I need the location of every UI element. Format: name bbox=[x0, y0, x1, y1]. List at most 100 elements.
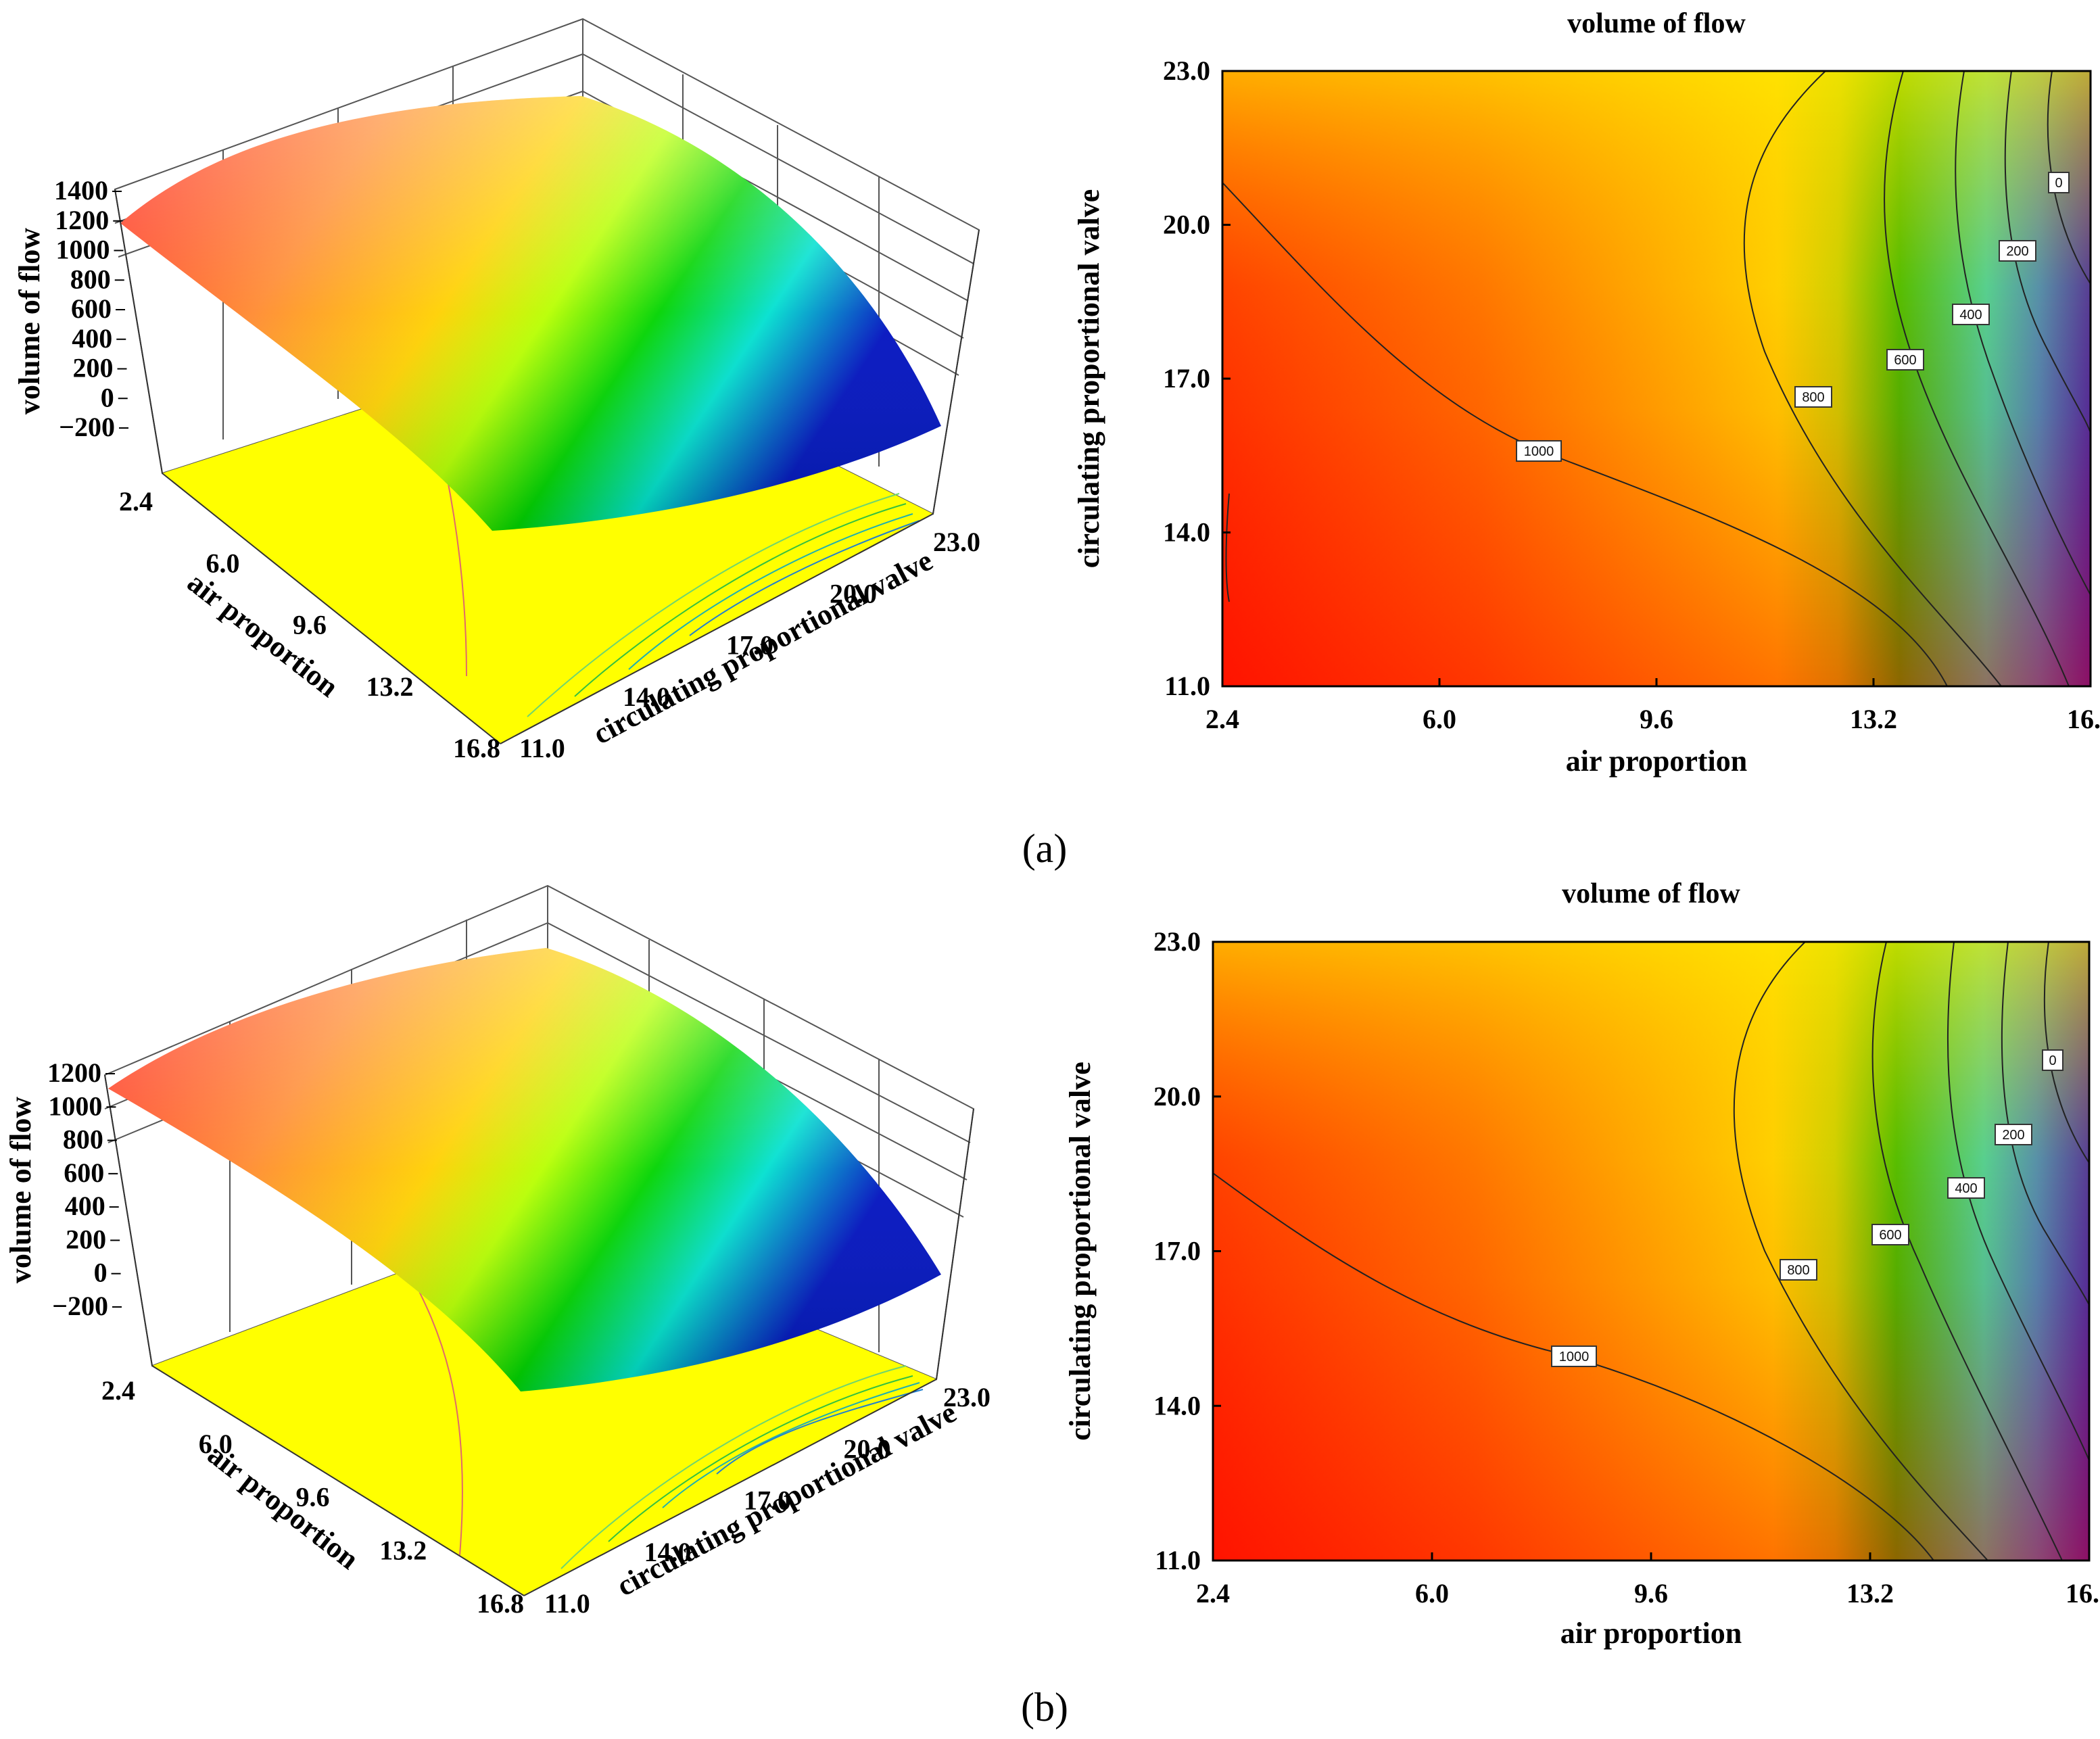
panel-label-b: (b) bbox=[1021, 1685, 1068, 1730]
b-contour-contour-label-box-200 bbox=[1995, 1124, 2032, 1145]
b-surface-xtick-label-1: 6.0 bbox=[199, 1429, 233, 1459]
a-contour-ytick-label-0: 11.0 bbox=[1164, 671, 1210, 701]
a-contour-contour-label-box-800 bbox=[1794, 386, 1832, 408]
a-surface-ytick-label-4: 23.0 bbox=[933, 527, 980, 557]
a-surface-ztick-label-8: −200 bbox=[59, 412, 115, 442]
a-surface-ytick-label-3: 20.0 bbox=[830, 578, 877, 609]
contour-b-field bbox=[1213, 942, 2089, 1561]
contour-a-field bbox=[1222, 71, 2091, 686]
contour-b-line-600 bbox=[1871, 942, 2063, 1561]
b-surface-ztick-label-1: 1000 bbox=[48, 1091, 102, 1121]
contour-b-line-200 bbox=[2001, 942, 2089, 1306]
b-contour-contour-label-600: 600 bbox=[1879, 1228, 1901, 1243]
b-contour-contour-label-box-400 bbox=[1947, 1177, 1985, 1199]
b-contour-ytick-label-4: 23.0 bbox=[1153, 926, 1201, 957]
b-contour-contour-label-1000: 1000 bbox=[1559, 1350, 1590, 1364]
b-contour-contour-label-box-800 bbox=[1780, 1259, 1817, 1281]
b-contour-ytick-label-3: 20.0 bbox=[1153, 1081, 1201, 1112]
b-surface-ytick-label-1: 14.0 bbox=[644, 1537, 692, 1567]
a-contour-xtick-label-1: 6.0 bbox=[1423, 704, 1456, 734]
a-surface-ztick-label-2: 1000 bbox=[56, 235, 110, 265]
b-surface-ytick-label-2: 17.0 bbox=[744, 1485, 791, 1516]
contour-a-line-800 bbox=[1743, 71, 2002, 686]
b-contour-xlabel: air proportion bbox=[1560, 1617, 1742, 1650]
a-contour-contour-label-box-200 bbox=[1999, 240, 2036, 262]
b-contour-contour-label-box-0 bbox=[2042, 1049, 2063, 1071]
b-contour-title: volume of flow bbox=[1562, 878, 1740, 909]
b-surface-ytick-label-3: 20.0 bbox=[844, 1433, 891, 1464]
a-surface-ztick-label-5: 400 bbox=[72, 323, 112, 354]
a-surface-ytick-label-2: 17.0 bbox=[726, 630, 773, 661]
a-contour-title: volume of flow bbox=[1567, 8, 1746, 39]
a-surface-zlabel: volume of flow bbox=[13, 228, 46, 414]
contour-a-line-400 bbox=[1955, 71, 2091, 596]
b-surface-ztick-label-3: 600 bbox=[64, 1158, 104, 1188]
b-contour-xtick-label-3: 13.2 bbox=[1846, 1578, 1894, 1609]
b-surface-ztick-label-6: 0 bbox=[94, 1258, 108, 1288]
a-contour-contour-label-1000: 1000 bbox=[1524, 444, 1554, 459]
a-surface-xtick-label-2: 9.6 bbox=[293, 610, 327, 640]
b-surface-xtick-label-0: 2.4 bbox=[101, 1375, 135, 1406]
b-surface-xtick-label-2: 9.6 bbox=[296, 1482, 330, 1512]
a-surface-ztick-label-0: 1400 bbox=[54, 175, 108, 206]
a-surface-ztick-label-1: 1200 bbox=[55, 205, 109, 235]
b-contour-ytick-label-1: 14.0 bbox=[1153, 1390, 1201, 1421]
b-contour-xtick-label-1: 6.0 bbox=[1415, 1578, 1449, 1609]
contour-a-line-left bbox=[1225, 493, 1230, 602]
b-surface-zlabel: volume of flow bbox=[4, 1097, 37, 1283]
b-surface-xtick-label-4: 16.8 bbox=[477, 1588, 524, 1619]
a-contour-contour-label-box-400 bbox=[1952, 304, 1990, 325]
surface-a-front-edges bbox=[114, 189, 980, 744]
a-surface-ztick-label-3: 800 bbox=[70, 264, 111, 294]
a-contour-ylabel: circulating proportional valve bbox=[1072, 189, 1105, 569]
b-surface-ztick-label-4: 400 bbox=[65, 1191, 105, 1221]
surface-b-shading bbox=[108, 948, 941, 1391]
a-surface-ztick-label-4: 600 bbox=[71, 293, 112, 324]
b-contour-contour-label-400: 400 bbox=[1955, 1181, 1977, 1196]
a-surface-ytick-label-0: 11.0 bbox=[519, 733, 565, 763]
b-surface-ztick-label-2: 800 bbox=[63, 1124, 103, 1155]
a-contour-contour-label-800: 800 bbox=[1802, 390, 1824, 405]
a-contour-contour-label-box-0 bbox=[2048, 172, 2070, 193]
a-contour-ytick-label-2: 17.0 bbox=[1163, 363, 1210, 394]
a-contour-contour-label-400: 400 bbox=[1959, 308, 1982, 323]
b-surface-xtick-label-3: 13.2 bbox=[379, 1535, 427, 1565]
b-contour-xtick-label-2: 9.6 bbox=[1634, 1578, 1668, 1609]
b-surface-ytick-label-0: 11.0 bbox=[544, 1588, 590, 1619]
b-contour-ylabel: circulating proportional valve bbox=[1064, 1062, 1097, 1441]
b-contour-ytick-label-0: 11.0 bbox=[1155, 1545, 1201, 1575]
b-contour-xtick-label-0: 2.4 bbox=[1196, 1578, 1230, 1609]
b-surface-ztick-label-5: 200 bbox=[66, 1224, 106, 1254]
a-surface-ztick-label-7: 0 bbox=[101, 382, 114, 412]
a-contour-contour-label-box-600 bbox=[1886, 349, 1924, 371]
a-surface-ztick-label-6: 200 bbox=[73, 353, 114, 383]
a-surface-xtick-label-0: 2.4 bbox=[119, 486, 153, 517]
a-surface-xtick-label-1: 6.0 bbox=[206, 548, 240, 578]
surface-a-shading bbox=[120, 96, 941, 531]
b-surface-ytick-label-4: 23.0 bbox=[943, 1382, 991, 1412]
b-contour-contour-label-box-600 bbox=[1871, 1224, 1909, 1245]
a-contour-ytick-label-4: 23.0 bbox=[1163, 55, 1210, 86]
a-contour-contour-label-600: 600 bbox=[1894, 353, 1916, 368]
contour-b-line-400 bbox=[1947, 942, 2089, 1461]
contour-a-line-200 bbox=[2004, 71, 2091, 433]
a-surface-xtick-label-3: 13.2 bbox=[366, 671, 414, 702]
a-contour-xtick-label-3: 13.2 bbox=[1850, 704, 1897, 734]
b-contour-contour-label-0: 0 bbox=[2049, 1053, 2056, 1068]
surface-a-floor-contours bbox=[446, 473, 920, 717]
b-contour-contour-label-box-1000 bbox=[1551, 1345, 1597, 1367]
surface-b-floor-contours bbox=[405, 1264, 924, 1569]
a-contour-xtick-label-2: 9.6 bbox=[1640, 704, 1673, 734]
b-contour-contour-label-800: 800 bbox=[1787, 1263, 1809, 1278]
a-contour-xtick-label-0: 2.4 bbox=[1206, 704, 1239, 734]
contour-plot-b: volume of flow 2.4 6.0 9.6 13.2 16.8 11.0 14.0 1… bbox=[1064, 878, 2100, 1650]
b-surface-ztick-label-0: 1200 bbox=[47, 1057, 101, 1088]
a-contour-xtick-label-4: 16.8 bbox=[2067, 704, 2100, 734]
a-contour-contour-label-box-1000 bbox=[1516, 440, 1562, 462]
surface-b-front-edges bbox=[104, 1074, 974, 1596]
a-contour-ytick-label-3: 20.0 bbox=[1163, 210, 1210, 240]
contour-a-line-600 bbox=[1884, 71, 2070, 686]
a-contour-contour-label-0: 0 bbox=[2055, 176, 2062, 191]
